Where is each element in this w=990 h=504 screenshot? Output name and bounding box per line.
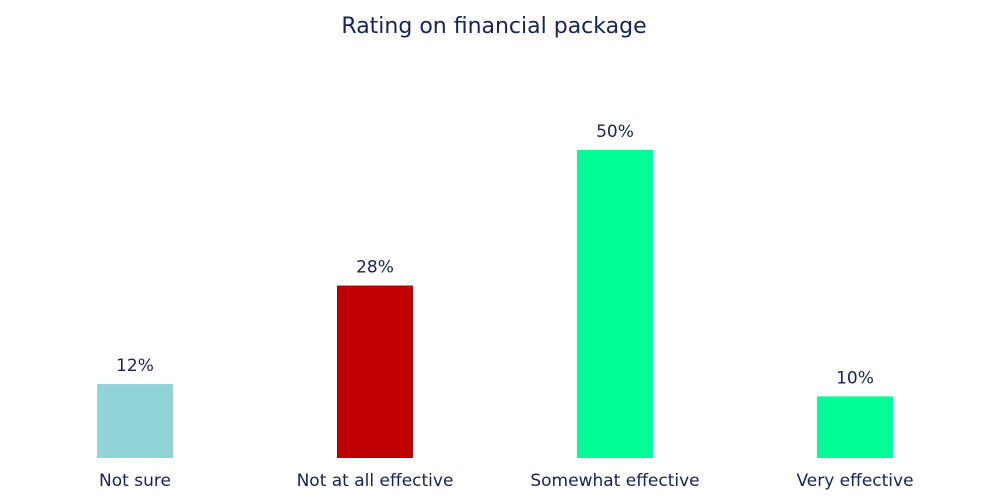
x-tick-label: Not sure [99,471,171,491]
x-tick-label: Somewhat effective [530,471,699,491]
bar [337,285,413,458]
value-label: 10% [836,368,874,388]
bar [817,396,893,458]
bar [577,150,653,458]
chart-title: Rating on financial package [341,14,646,39]
value-label: 12% [116,356,154,376]
x-tick-label: Very effective [796,471,913,491]
value-label: 28% [356,258,394,278]
bar [97,384,173,458]
value-label: 50% [596,122,634,142]
x-tick-label: Not at all effective [297,471,454,491]
